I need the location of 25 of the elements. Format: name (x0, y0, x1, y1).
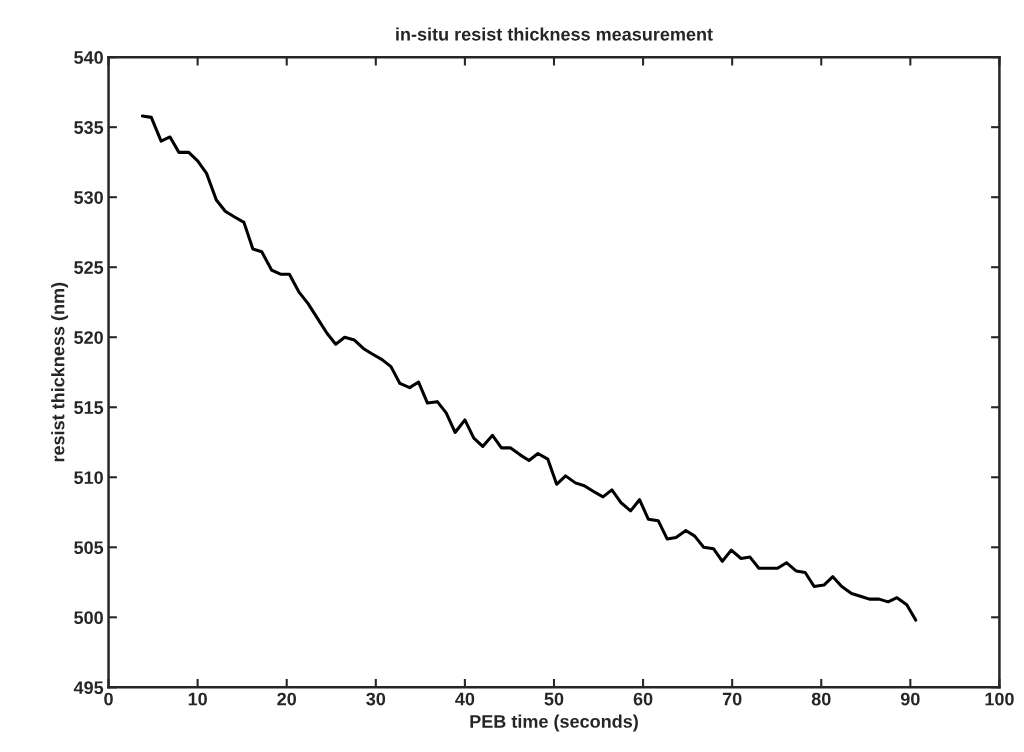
y-tick-label: 510 (74, 471, 103, 484)
y-tick-label: 530 (74, 191, 103, 204)
x-tick-label: 20 (277, 692, 297, 706)
x-tick-label: 70 (722, 692, 742, 706)
chart-title: in-situ resist thickness measurement (396, 27, 713, 41)
x-tick-label: 0 (104, 692, 113, 706)
x-tick-label: 50 (544, 692, 564, 706)
x-tick-label: 10 (188, 692, 207, 706)
y-axis-title: resist thickness (nm) (51, 282, 69, 462)
x-tick-label: 60 (633, 692, 653, 706)
x-axis-title: PEB time (seconds) (470, 714, 638, 732)
y-tick-label: 525 (74, 261, 104, 274)
y-tick-label: 535 (74, 121, 104, 134)
x-tick-label: 90 (900, 692, 920, 706)
y-tick-label: 520 (74, 331, 103, 344)
y-tick-label: 495 (73, 681, 104, 695)
x-tick-label: 80 (811, 692, 831, 706)
y-tick-label: 540 (74, 51, 103, 64)
x-tick-label: 30 (366, 692, 386, 706)
x-tick-label: 100 (985, 692, 1014, 706)
y-tick-label: 505 (74, 541, 104, 555)
y-tick-label: 500 (74, 611, 103, 625)
line-series (140, 114, 918, 622)
y-tick-label: 515 (74, 401, 104, 414)
x-tick-label: 40 (455, 692, 475, 706)
